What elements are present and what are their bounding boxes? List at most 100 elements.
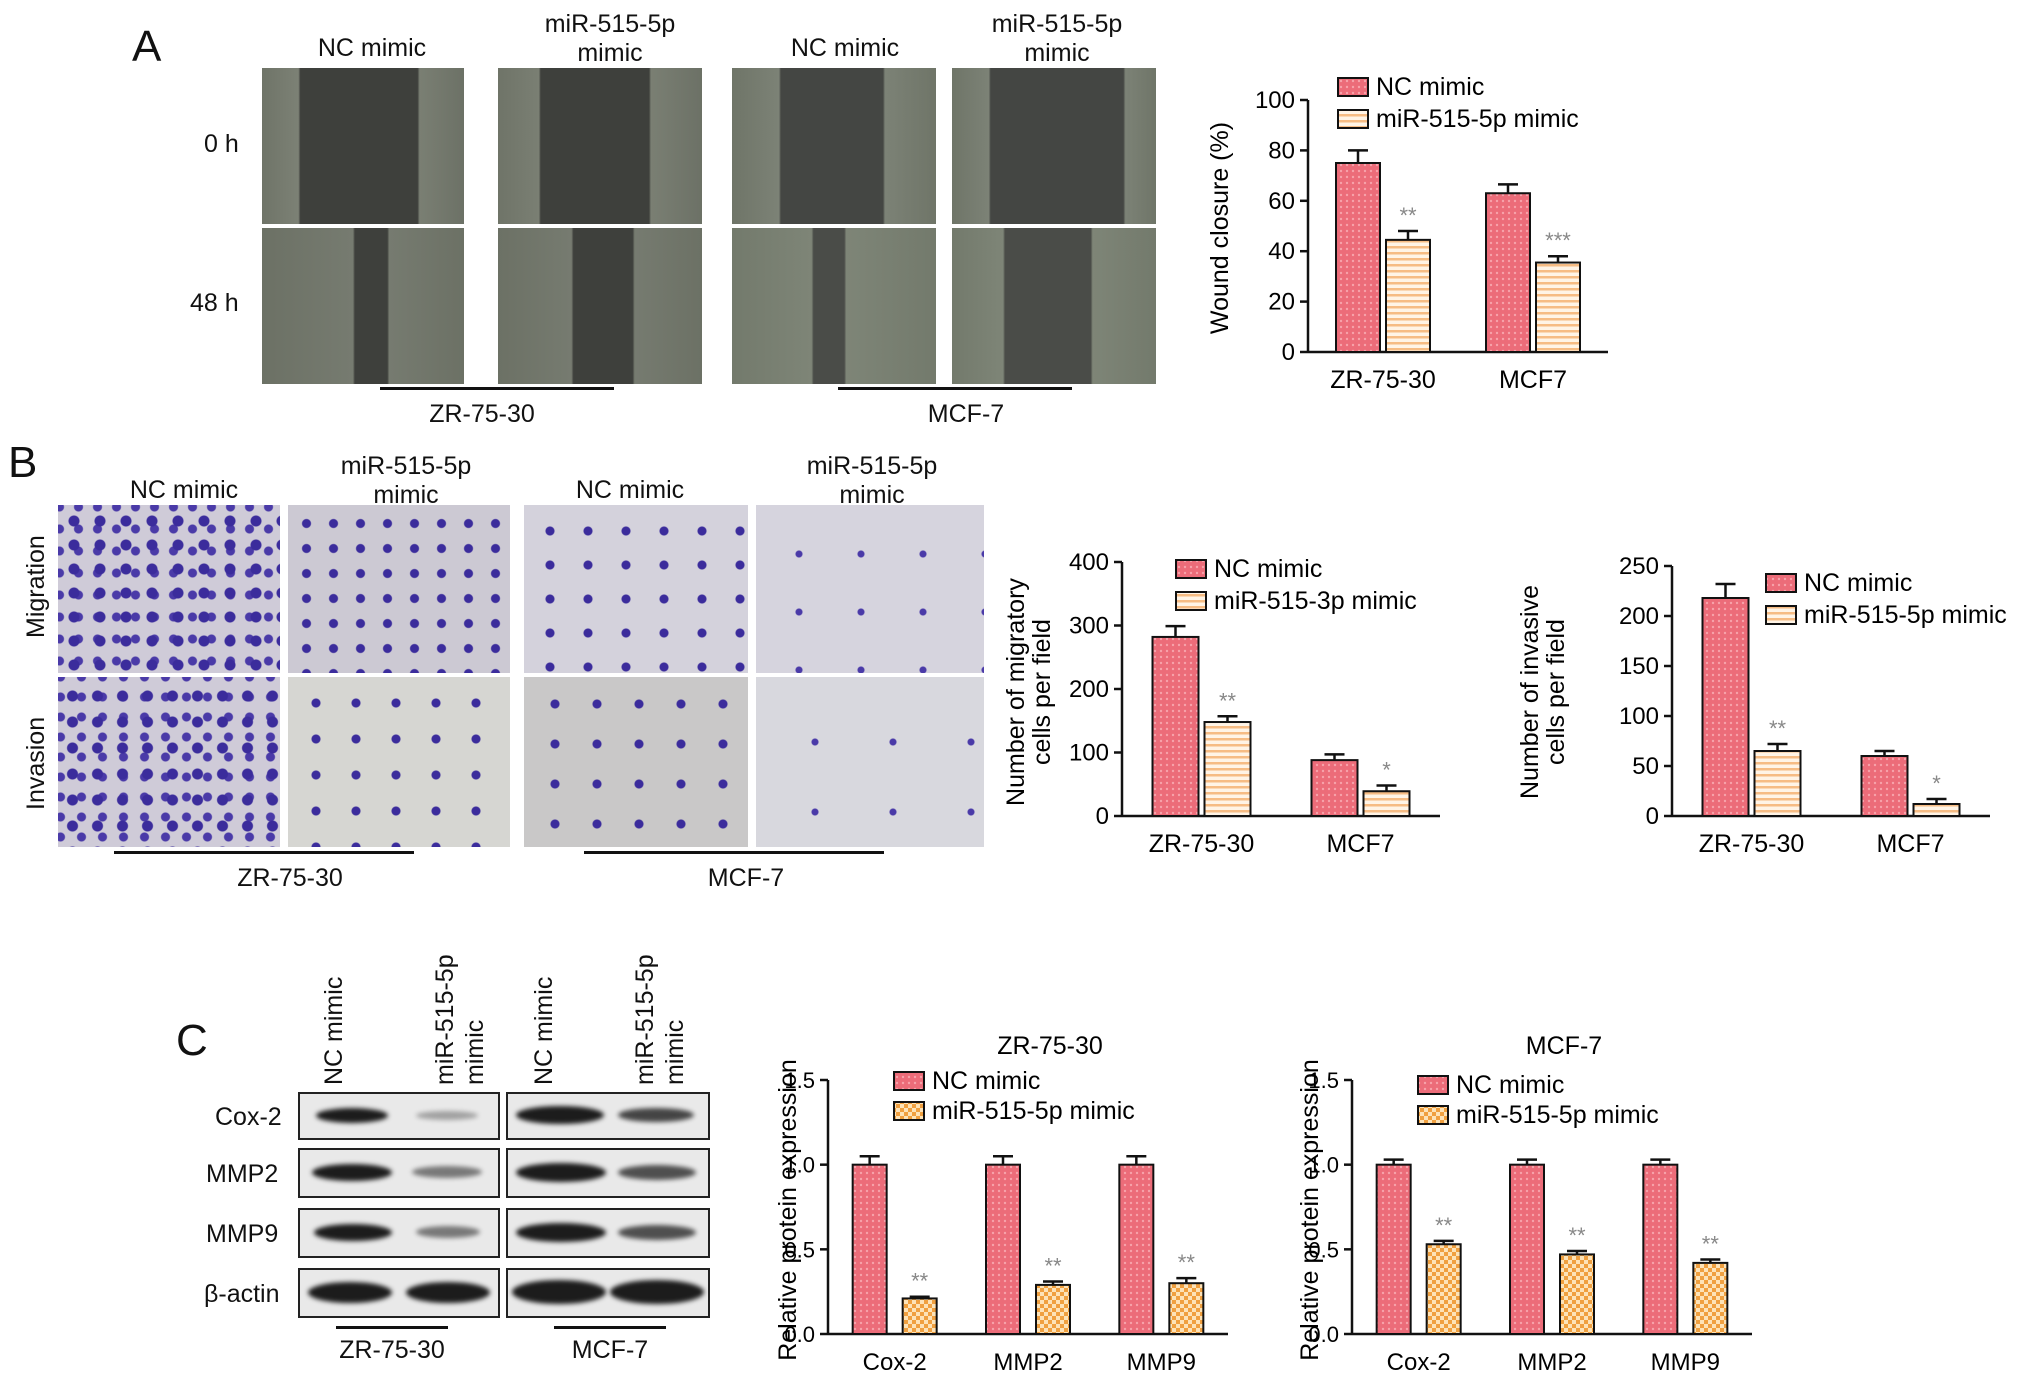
wound-category-label: MCF7 [1499,366,1567,394]
invasion-ytick-label: 50 [1632,753,1659,780]
b-col-label-1: NC mimic [129,476,239,504]
protein_mcf-ytick-label: 1.0 [1308,1153,1339,1178]
blot-zr-mmp9 [298,1208,500,1258]
invasion-ytick-label: 200 [1619,603,1659,630]
c-underline-mcf [554,1326,666,1329]
protein_mcf-category-label: MMP2 [1517,1349,1586,1376]
protein_mcf-significance: ** [1702,1231,1720,1256]
migration-significance: * [1382,758,1391,783]
a-cellline-mcf: MCF-7 [927,400,1005,428]
wound-category-label: ZR-75-30 [1330,366,1436,394]
protein_mcf-significance: ** [1435,1213,1453,1238]
invasion-ytick-label: 150 [1619,653,1659,680]
b-cellline-mcf: MCF-7 [707,864,785,892]
wound-ylabel: Wound closure (%) [1206,122,1234,334]
invasion-bar-nc [1860,755,1909,817]
c-cellline-mcf: MCF-7 [571,1336,649,1364]
c-cellline-zr: ZR-75-30 [339,1336,445,1364]
invasion-bar-nc [1701,597,1750,817]
protein_mcf-category-label: MMP9 [1651,1349,1720,1376]
protein_zr-legend-swatch [893,1071,925,1091]
chart-migration: 0 100 200 300 400 Number of migratorycells pe… [1002,549,1440,858]
c-protein-actin: β-actin [204,1280,280,1308]
invasion-category-label: MCF7 [1876,830,1944,858]
protein_mcf-legend-label: NC mimic [1456,1071,1564,1099]
a-cellline-zr: ZR-75-30 [429,400,535,428]
invasion-legend-swatch [1765,605,1797,625]
transwell-image-mcf-mir-migration [756,505,984,673]
migration-legend-label: miR-515-3p mimic [1214,587,1417,615]
wound-image-zr-mir-0h [498,68,702,224]
invasion-bar-mir [1753,750,1802,817]
wound-legend-label: NC mimic [1376,73,1484,101]
b-col-label-3: NC mimic [575,476,685,504]
protein_mcf-bar-mir [1692,1261,1729,1336]
blot-zr-actin [298,1268,500,1318]
migration-ytick-label: 200 [1069,676,1109,703]
a-col-label-3: NC mimic [790,34,900,62]
wound-image-mcf-nc-0h [732,68,936,224]
blot-zr-cox2 [298,1092,500,1140]
c-protein-mmp9: MMP9 [206,1220,279,1248]
migration-ytick-label: 400 [1069,549,1109,576]
protein_mcf-bar-nc [1375,1163,1412,1335]
wound-ytick-label: 100 [1255,87,1295,114]
wound-ytick-label: 80 [1268,137,1295,164]
protein_zr-bar-mir [901,1297,938,1335]
protein_zr-category-label: MMP2 [993,1349,1062,1376]
transwell-image-mcf-nc-invasion [524,677,748,847]
protein_zr-ytick-label: 0.0 [784,1322,815,1347]
a-col-label-2: miR-515-5p mimic [544,10,676,67]
transwell-image-mcf-nc-migration [524,505,748,673]
protein_mcf-ytick-label: 0.5 [1308,1237,1339,1262]
invasion-significance: * [1932,771,1941,796]
c-underline-zr [336,1326,448,1329]
wound-bar-nc [1485,192,1531,353]
migration-legend-swatch [1175,559,1207,579]
wound-image-zr-nc-0h [262,68,464,224]
invasion-ytick-label: 250 [1619,553,1659,580]
invasion-bar-mir [1912,803,1961,817]
protein_mcf-bar-mir [1425,1243,1462,1335]
wound-ytick-label: 40 [1268,238,1295,265]
migration-significance: ** [1219,688,1237,713]
wound-bar-nc [1335,162,1381,353]
a-underline-mcf [838,387,1072,390]
blot-mcf-mmp2 [506,1148,710,1198]
blot-mcf-actin [506,1268,710,1318]
wound-significance: ** [1399,203,1417,228]
b-cellline-zr: ZR-75-30 [237,864,343,892]
protein_zr-bar-nc [985,1163,1021,1335]
migration-ytick-label: 0 [1096,803,1109,830]
protein_zr-category-label: MMP9 [1127,1349,1196,1376]
protein_mcf-legend-label: miR-515-5p mimic [1456,1101,1659,1129]
wound-image-mcf-mir-48h [952,228,1156,384]
protein_zr-legend-label: miR-515-5p mimic [932,1097,1135,1125]
protein_mcf-ylabel: Relative protein expression [1296,1059,1324,1361]
migration-ytick-label: 300 [1069,613,1109,640]
wound-ytick-label: 0 [1282,339,1295,366]
protein_zr-category-label: Cox-2 [863,1349,927,1376]
c-protein-cox2: Cox-2 [215,1103,282,1131]
protein_zr-bar-nc [1118,1163,1155,1335]
wound-image-zr-nc-48h [262,228,464,384]
protein_mcf-bar-mir [1559,1253,1595,1335]
invasion-legend-swatch [1765,573,1797,593]
protein_zr-significance: ** [1178,1250,1196,1275]
protein_zr-significance: ** [1044,1254,1062,1279]
wound-ytick-label: 60 [1268,188,1295,215]
migration-category-label: MCF7 [1326,830,1394,858]
invasion-ytick-label: 0 [1646,803,1659,830]
invasion-category-label: ZR-75-30 [1699,830,1805,858]
protein_mcf-title: MCF-7 [1526,1032,1602,1060]
protein_mcf-ytick-label: 1.5 [1308,1068,1339,1093]
migration-bar-nc [1310,759,1359,817]
protein_zr-ylabel: Relative protein expression [774,1059,802,1361]
chart-wound-closure: 0 20 40 60 80 100 Wound closure (%) NC mimic miR… [1206,73,1608,394]
protein_mcf-category-label: Cox-2 [1387,1349,1451,1376]
blot-mcf-mmp9 [506,1208,710,1258]
transwell-image-zr-mir-invasion [288,677,510,847]
wound-significance: *** [1545,228,1571,253]
migration-bar-mir [1362,790,1411,817]
